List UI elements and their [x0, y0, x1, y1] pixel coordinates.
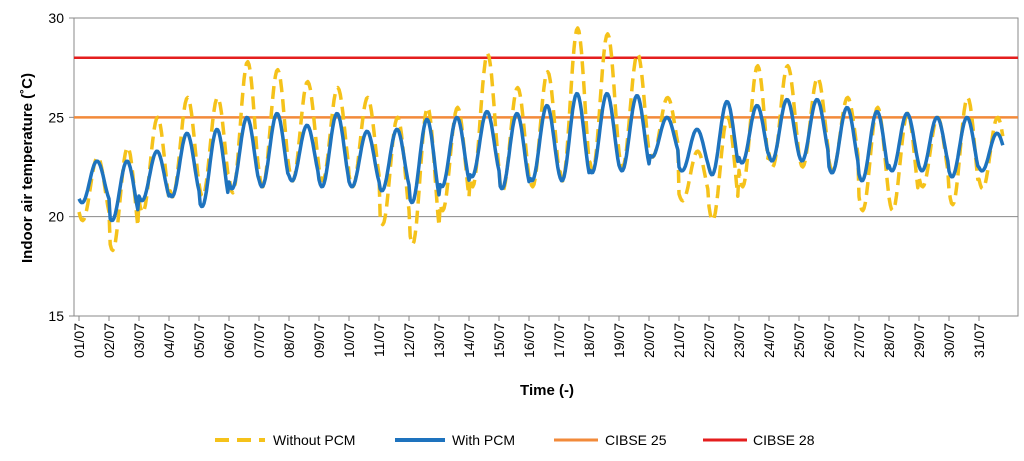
x-tick-label-14-07: 14/07: [461, 323, 477, 358]
plot-frame: [73, 17, 1019, 317]
x-tick-label-23-07: 23/07: [731, 323, 747, 358]
x-tick-label-03-07: 03/07: [131, 323, 147, 358]
x-tick-label-04-07: 04/07: [161, 323, 177, 358]
x-tick-label-18-07: 18/07: [581, 323, 597, 358]
x-tick-label-16-07: 16/07: [521, 323, 537, 358]
legend-label-with-pcm: With PCM: [452, 432, 515, 448]
x-tick-label-24-07: 24/07: [761, 323, 777, 358]
x-tick-label-12-07: 12/07: [401, 323, 417, 358]
y-tick-label-15: 15: [48, 308, 64, 324]
y-axis-title: Indoor air temperature (˚C): [19, 73, 36, 263]
x-tick-label-22-07: 22/07: [701, 323, 717, 358]
x-tick-label-02-07: 02/07: [101, 323, 117, 358]
series-with-pcm: [77, 91, 1005, 223]
x-tick-label-15-07: 15/07: [491, 323, 507, 358]
y-tick-label-25: 25: [48, 109, 64, 125]
y-tick-label-30: 30: [48, 10, 64, 26]
x-tick-label-26-07: 26/07: [821, 323, 837, 358]
x-tick-label-10-07: 10/07: [341, 323, 357, 358]
axes: 15 20 25 30 01/07 02/07 03/07 04/07 05/07 06/07 07…: [48, 10, 987, 358]
legend: Without PCM With PCM CIBSE 25 CIBSE 28: [215, 432, 815, 448]
legend-label-cibse-28: CIBSE 28: [753, 432, 815, 448]
series-layer: [74, 26, 1018, 253]
y-tick-label-20: 20: [48, 209, 64, 225]
x-tick-label-29-07: 29/07: [911, 323, 927, 358]
x-tick-label-27-07: 27/07: [851, 323, 867, 358]
legend-label-without-pcm: Without PCM: [273, 432, 355, 448]
x-tick-label-13-07: 13/07: [431, 323, 447, 358]
x-tick-label-21-07: 21/07: [671, 323, 687, 358]
x-tick-label-28-07: 28/07: [881, 323, 897, 358]
x-tick-label-25-07: 25/07: [791, 323, 807, 358]
x-tick-label-09-07: 09/07: [311, 323, 327, 358]
x-tick-label-01-07: 01/07: [71, 323, 87, 358]
x-tick-label-17-07: 17/07: [551, 323, 567, 358]
x-tick-label-05-07: 05/07: [191, 323, 207, 358]
x-tick-label-20-07: 20/07: [641, 323, 657, 358]
x-tick-label-11-07: 11/07: [371, 323, 387, 357]
x-tick-label-19-07: 19/07: [611, 323, 627, 358]
x-tick-label-08-07: 08/07: [281, 323, 297, 358]
x-tick-label-30-07: 30/07: [941, 323, 957, 358]
legend-label-cibse-25: CIBSE 25: [605, 432, 667, 448]
grid: [73, 17, 1019, 317]
x-tick-label-31-07: 31/07: [971, 323, 987, 358]
x-axis-title: Time (-): [520, 382, 574, 399]
x-tick-label-06-07: 06/07: [221, 323, 237, 358]
x-tick-label-07-07: 07/07: [251, 323, 267, 358]
